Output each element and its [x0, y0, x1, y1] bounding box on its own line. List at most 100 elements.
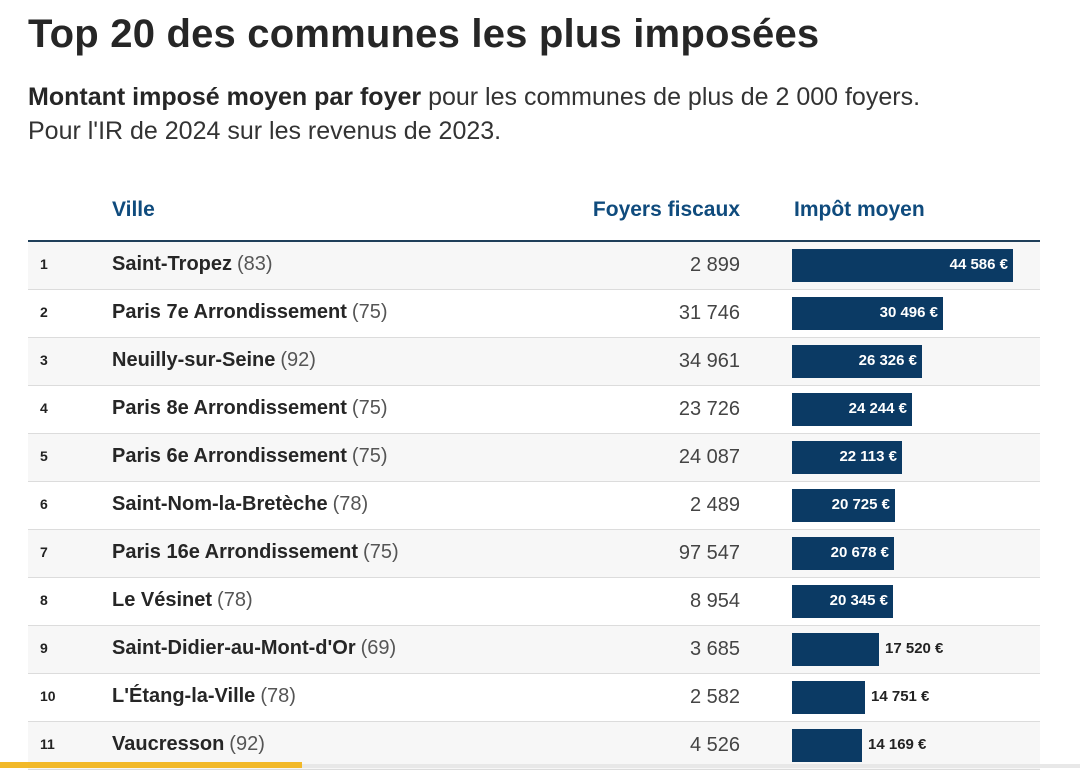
- chart-subtitle: Montant imposé moyen par foyer pour les …: [28, 80, 1058, 148]
- city-department: (83): [237, 253, 273, 275]
- row-foyers: 31 746: [678, 302, 740, 324]
- impot-label: 22 113 €: [839, 448, 897, 465]
- city-name: Saint-Tropez: [112, 253, 233, 275]
- city-name: Saint-Didier-au-Mont-d'Or: [112, 637, 356, 659]
- subtitle-rest: pour les communes de plus de 2 000 foyer…: [421, 83, 921, 111]
- row-city: L'Étang-la-Ville (78): [112, 685, 296, 708]
- city-name: Paris 6e Arrondissement: [112, 445, 347, 467]
- row-rank: 4: [40, 400, 48, 416]
- city-department: (75): [351, 397, 388, 419]
- table-row: 1 Saint-Tropez (83) 2 899 44 586 €: [28, 242, 1040, 290]
- bottom-scroll-track: [0, 764, 1080, 768]
- row-city: Neuilly-sur-Seine (92): [112, 349, 316, 372]
- city-department: (75): [351, 301, 388, 323]
- row-city: Saint-Nom-la-Bretèche (78): [112, 493, 368, 516]
- row-city: Saint-Tropez (83): [112, 253, 273, 276]
- row-foyers: 24 087: [678, 446, 740, 468]
- row-foyers: 4 526: [689, 734, 740, 756]
- bar-cell: 24 244 €: [792, 393, 1040, 426]
- city-department: (78): [260, 685, 296, 707]
- city-department: (92): [229, 733, 265, 755]
- city-name: Paris 16e Arrondissement: [112, 541, 359, 563]
- column-header-impot[interactable]: Impôt moyen: [794, 198, 925, 221]
- city-department: (78): [332, 493, 369, 515]
- impot-bar: [792, 729, 862, 762]
- impot-label: 17 520 €: [885, 640, 944, 657]
- bar-cell: 14 169 €: [792, 729, 1040, 762]
- table-row: 3 Neuilly-sur-Seine (92) 34 961 26 326 €: [28, 338, 1040, 386]
- bar-cell: 14 751 €: [792, 681, 1040, 714]
- city-department: (78): [217, 589, 253, 611]
- table-row: 10 L'Étang-la-Ville (78) 2 582 14 751 €: [28, 674, 1040, 722]
- bar-cell: 22 113 €: [792, 441, 1040, 474]
- city-department: (75): [351, 445, 388, 467]
- row-rank: 5: [40, 448, 48, 464]
- city-name: Paris 7e Arrondissement: [112, 301, 347, 323]
- city-name: Le Vésinet: [112, 589, 213, 611]
- city-department: (92): [280, 349, 316, 371]
- impot-label: 14 169 €: [868, 736, 927, 753]
- bar-cell: 20 345 €: [792, 585, 1040, 618]
- row-rank: 3: [40, 352, 48, 368]
- bar-cell: 17 520 €: [792, 633, 1040, 666]
- row-foyers: 2 899: [689, 254, 740, 276]
- subtitle-line2: Pour l'IR de 2024 sur les revenus de 202…: [28, 117, 502, 145]
- impot-label: 30 496 €: [879, 304, 938, 321]
- bar-cell: 30 496 €: [792, 297, 1040, 330]
- column-header-foyers[interactable]: Foyers fiscaux: [592, 198, 740, 221]
- row-city: Le Vésinet (78): [112, 589, 253, 612]
- impot-label: 14 751 €: [871, 688, 930, 705]
- row-city: Vaucresson (92): [112, 733, 265, 756]
- table-row: 5 Paris 6e Arrondissement (75) 24 087 22 113…: [28, 434, 1040, 482]
- impot-bar: [792, 249, 1013, 282]
- impot-bar: [792, 633, 879, 666]
- impot-bar: [792, 297, 943, 330]
- impot-label: 44 586 €: [949, 256, 1008, 273]
- table-row: 8 Le Vésinet (78) 8 954 20 345 €: [28, 578, 1040, 626]
- row-rank: 10: [40, 688, 56, 704]
- row-rank: 11: [40, 736, 55, 752]
- ranking-table: Ville Foyers fiscaux Impôt moyen 1 Saint-…: [28, 190, 1040, 770]
- row-city: Paris 16e Arrondissement (75): [112, 541, 399, 564]
- impot-label: 20 345 €: [829, 592, 888, 609]
- city-name: Neuilly-sur-Seine: [112, 349, 276, 371]
- column-header-ville[interactable]: Ville: [112, 198, 155, 221]
- table-header: Ville Foyers fiscaux Impôt moyen: [28, 190, 1040, 242]
- bar-cell: 44 586 €: [792, 249, 1040, 282]
- bottom-progress-indicator: [0, 762, 302, 768]
- row-city: Saint-Didier-au-Mont-d'Or (69): [112, 637, 396, 660]
- table-row: 7 Paris 16e Arrondissement (75) 97 547 20 67…: [28, 530, 1040, 578]
- impot-label: 24 244 €: [848, 400, 907, 417]
- impot-label: 20 725 €: [831, 496, 890, 513]
- row-rank: 2: [40, 304, 48, 320]
- row-rank: 9: [40, 640, 48, 656]
- subtitle-strong: Montant imposé moyen par foyer: [28, 83, 422, 111]
- row-rank: 8: [40, 592, 48, 608]
- impot-bar: [792, 537, 894, 570]
- bar-cell: 20 725 €: [792, 489, 1040, 522]
- row-foyers: 34 961: [678, 350, 740, 372]
- row-foyers: 97 547: [678, 542, 740, 564]
- row-city: Paris 7e Arrondissement (75): [112, 301, 388, 324]
- impot-bar: [792, 585, 893, 618]
- chart-title: Top 20 des communes les plus imposées: [28, 12, 820, 56]
- bar-cell: 26 326 €: [792, 345, 1040, 378]
- impot-label: 26 326 €: [858, 352, 917, 369]
- row-rank: 7: [40, 544, 48, 560]
- bar-cell: 20 678 €: [792, 537, 1040, 570]
- table-row: 4 Paris 8e Arrondissement (75) 23 726 24 244…: [28, 386, 1040, 434]
- city-department: (75): [363, 541, 399, 563]
- row-foyers: 8 954: [689, 590, 740, 612]
- impot-bar: [792, 345, 922, 378]
- table-body: 1 Saint-Tropez (83) 2 899 44 586 € 2 Paris 7e …: [28, 242, 1040, 770]
- impot-bar: [792, 681, 865, 714]
- table-row: 2 Paris 7e Arrondissement (75) 31 746 30 496…: [28, 290, 1040, 338]
- row-city: Paris 8e Arrondissement (75): [112, 397, 388, 420]
- row-foyers: 2 489: [689, 494, 740, 516]
- row-foyers: 3 685: [689, 638, 740, 660]
- city-name: Vaucresson: [112, 733, 225, 755]
- table-row: 9 Saint-Didier-au-Mont-d'Or (69) 3 685 17 52…: [28, 626, 1040, 674]
- table-row: 6 Saint-Nom-la-Bretèche (78) 2 489 20 725 €: [28, 482, 1040, 530]
- city-name: L'Étang-la-Ville: [112, 685, 256, 707]
- row-city: Paris 6e Arrondissement (75): [112, 445, 388, 468]
